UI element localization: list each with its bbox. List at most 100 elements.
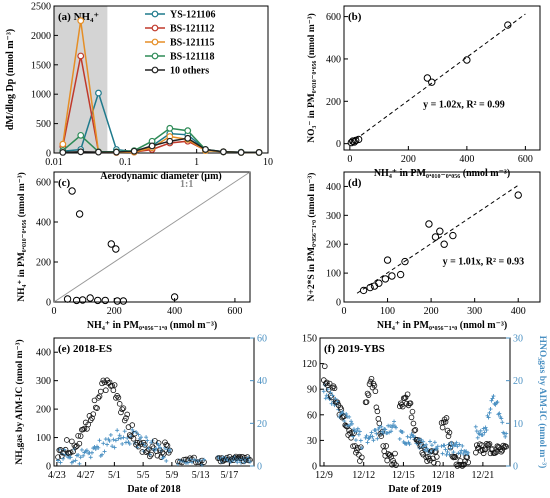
nh3-point (67, 449, 74, 456)
nh3-point (378, 433, 385, 439)
nh3-point (442, 419, 449, 425)
data-point (101, 296, 109, 305)
nh3-point (371, 382, 378, 389)
nh3-point (89, 415, 95, 421)
hno3-point (457, 442, 462, 447)
x-tick-label: 5/17 (220, 470, 238, 481)
legend-marker (151, 52, 159, 60)
nh3-point (431, 459, 437, 466)
nh3-point (392, 450, 398, 457)
series-point (130, 147, 138, 155)
nh3-point (90, 411, 97, 417)
y-tick-label: 1000 (31, 90, 51, 101)
plot-frame (343, 5, 541, 151)
hno3-point (349, 419, 354, 424)
hno3-point (369, 430, 374, 435)
hno3-point (488, 407, 493, 412)
y-tick-label: 0 (312, 462, 317, 473)
nh3-point (124, 411, 131, 418)
hno3-point (97, 438, 102, 443)
nh3-point (498, 448, 505, 455)
fit-line (356, 184, 519, 294)
nh3-point (404, 391, 411, 398)
data-point (431, 233, 440, 241)
nh3-point (373, 404, 380, 411)
hno3-point (379, 424, 384, 429)
hno3-point (449, 440, 454, 445)
nh3-point (445, 433, 452, 439)
nh3-point (439, 424, 446, 431)
panel-label: (b) (348, 11, 362, 23)
hno3-point (344, 411, 349, 416)
hno3-point (394, 425, 398, 430)
x-tick-label: 0.1 (119, 157, 132, 168)
nh3-point (412, 427, 419, 433)
hno3-point (454, 440, 459, 445)
y-tick-label: 200 (36, 405, 51, 416)
y-tick-label: 400 (36, 348, 51, 359)
hno3-point (429, 443, 434, 448)
fit-annotation: y = 1.01x, R² = 0.93 (443, 256, 525, 267)
data-point (75, 210, 84, 218)
x-axis-label: Aerodynamic diameter (µm) (100, 171, 221, 182)
data-point (119, 297, 128, 305)
hno3-point (328, 390, 333, 395)
y-tick-label: 400 (326, 54, 341, 65)
x-tick-label: 5/13 (192, 470, 210, 481)
x-tick-label: 200 (401, 154, 416, 165)
nh3-point (375, 416, 382, 422)
hno3-point (390, 425, 395, 430)
nh3-point (380, 443, 387, 449)
y2-tick-label: 0 (513, 462, 518, 473)
hno3-point (139, 435, 144, 440)
series-point (95, 148, 102, 156)
nh3-point (119, 406, 125, 413)
hno3-point (77, 461, 82, 466)
hno3-point (364, 433, 369, 438)
hno3-point (93, 447, 98, 452)
x-axis-label: Date of 2018 (127, 484, 180, 495)
y2-tick-label: 20 (513, 376, 523, 387)
nh3-point (478, 442, 485, 448)
nh3-point (348, 435, 354, 441)
data-point (401, 257, 409, 266)
nh3-point (393, 462, 399, 468)
series-point (77, 52, 85, 60)
nh3-point (363, 399, 370, 405)
hno3-point (389, 429, 394, 434)
hno3-point (400, 430, 405, 435)
hno3-point (354, 428, 359, 433)
y-tick-label: 120 (302, 359, 317, 370)
nh3-point (434, 460, 441, 467)
nh3-point (358, 444, 364, 450)
hno3-point (122, 429, 127, 434)
y-tick-label: 400 (36, 218, 51, 229)
hno3-point (157, 445, 162, 450)
hno3-point (440, 451, 445, 456)
data-point (425, 220, 433, 228)
data-point (170, 293, 179, 301)
hno3-point (475, 435, 480, 440)
plot-frame (53, 5, 269, 154)
plot-frame (53, 337, 255, 467)
hno3-point (102, 449, 107, 454)
x-tick-label: 0.01 (45, 157, 63, 168)
y-tick-label: 2000 (31, 31, 51, 42)
nh3-point (408, 414, 415, 421)
nh3-point (97, 388, 104, 395)
nh3-point (69, 438, 75, 445)
y2-axis-label: HNO₃gas by AIM-IC (nmol m⁻³) (537, 336, 548, 469)
hno3-point (136, 432, 141, 437)
data-point (63, 295, 72, 303)
y-axis-label: NH₃gas by AIM-IC (nmol m⁻³) (14, 339, 25, 464)
nh3-point (120, 405, 127, 411)
hno3-point (144, 435, 149, 440)
hno3-point (491, 394, 496, 399)
x-tick-label: 200 (424, 306, 439, 317)
nh3-point (452, 454, 459, 460)
x-tick-label: 12/15 (392, 470, 415, 481)
hno3-point (359, 446, 364, 451)
hno3-point (495, 400, 500, 405)
hno3-point (478, 428, 483, 433)
hno3-point (350, 421, 355, 426)
